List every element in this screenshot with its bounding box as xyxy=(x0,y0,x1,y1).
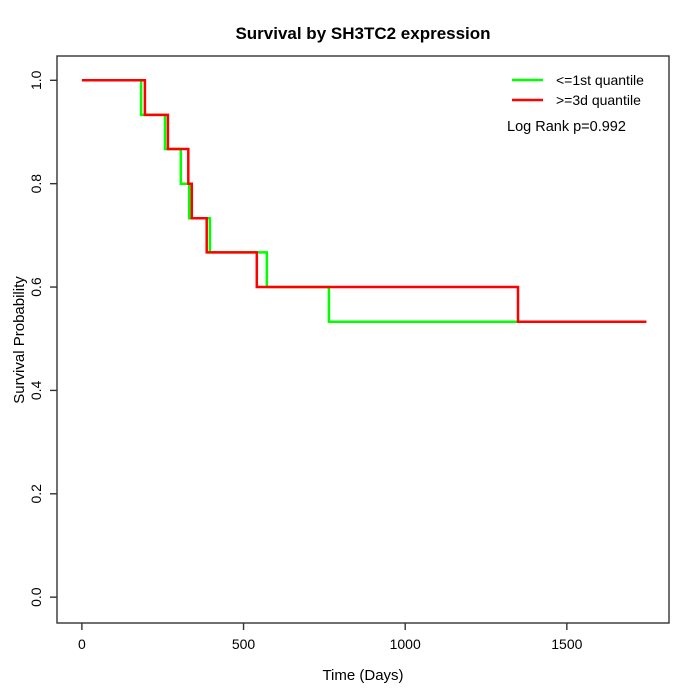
y-axis-ticks: 0.0 0.2 0.4 0.6 0.8 1.0 xyxy=(28,70,57,607)
y-tick-label: 0.6 xyxy=(28,277,44,297)
y-tick-label: 1.0 xyxy=(28,70,44,90)
legend: <=1st quantile >=3d quantile Log Rank p=… xyxy=(507,72,644,135)
legend-label-first-quantile: <=1st quantile xyxy=(556,72,644,88)
x-tick-label: 1500 xyxy=(551,636,582,652)
plot-box xyxy=(56,55,670,624)
x-axis-title: Time (Days) xyxy=(322,667,403,684)
y-axis-title: Survival Probability xyxy=(11,276,28,404)
survival-curves xyxy=(81,79,647,323)
x-tick-label: 1000 xyxy=(390,636,421,652)
y-tick-label: 0.2 xyxy=(28,484,44,504)
chart-title: Survival by SH3TC2 expression xyxy=(235,24,490,43)
x-tick-label: 0 xyxy=(78,636,86,652)
legend-label-third-quantile: >=3d quantile xyxy=(556,92,641,108)
y-tick-label: 0.8 xyxy=(28,174,44,194)
y-tick-label: 0.0 xyxy=(28,587,44,607)
log-rank-annotation: Log Rank p=0.992 xyxy=(507,119,626,135)
x-axis-ticks: 0 500 1000 1500 xyxy=(78,623,583,652)
y-tick-label: 0.4 xyxy=(28,380,44,400)
x-tick-label: 500 xyxy=(232,636,256,652)
km-curve-third-quantile xyxy=(81,79,647,323)
km-curve-first-quantile xyxy=(81,79,518,323)
